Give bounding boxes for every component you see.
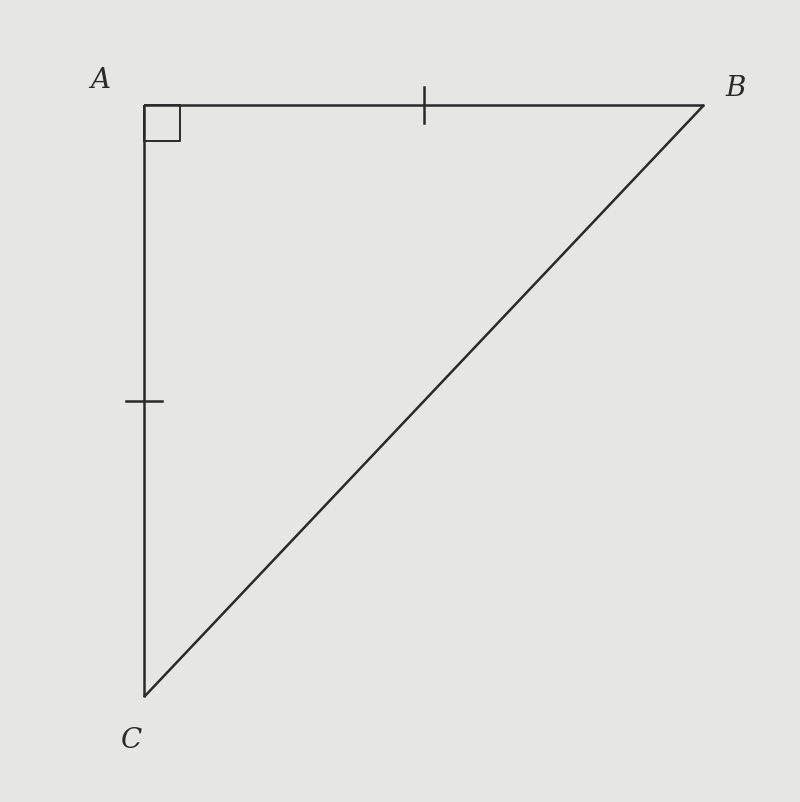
Text: C: C <box>122 727 142 755</box>
Text: A: A <box>90 67 110 95</box>
Text: B: B <box>726 75 746 103</box>
